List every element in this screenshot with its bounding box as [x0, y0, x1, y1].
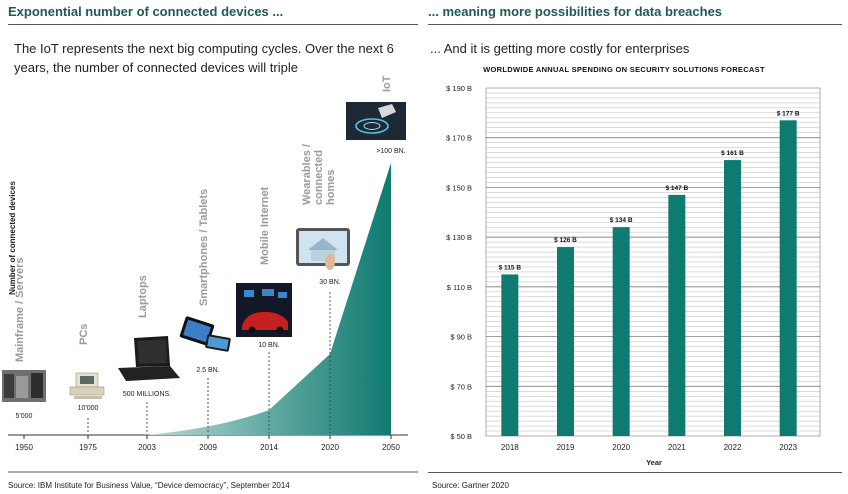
x-tick-label: 1950	[15, 443, 33, 452]
era-name-line: Wearables /	[301, 144, 313, 205]
bar-2021	[668, 194, 686, 436]
x-tick-label: 2020	[321, 443, 339, 452]
y-tick-label: $ 170 B	[446, 134, 472, 143]
right-title-rule	[428, 24, 842, 25]
x-tick-label: 2014	[260, 443, 278, 452]
era-name-line: homes	[325, 170, 337, 205]
y-tick-label: $ 50 B	[450, 432, 472, 441]
era-count-label: 5'000	[16, 413, 33, 420]
x-tick-label: 2023	[779, 443, 797, 452]
bar-2022	[724, 160, 741, 436]
x-axis-label: Year	[646, 458, 662, 467]
era-laptops: 2003 500 MILLIONS. Laptops	[123, 275, 171, 452]
pc-icon	[69, 372, 105, 399]
x-tick-label: 2021	[668, 443, 686, 452]
left-title-rule	[8, 24, 418, 25]
bar-2019	[557, 247, 574, 436]
era-name-label: Mainframe / Servers	[14, 257, 26, 362]
bar-value-label: $ 147 B	[665, 185, 688, 192]
y-tick-label: $ 110 B	[447, 283, 472, 292]
y-tick-label: $ 150 B	[446, 183, 472, 192]
mainframe-photo-icon	[2, 370, 46, 402]
bar-value-label: $ 126 B	[554, 237, 577, 244]
bar-value-label: $ 115 B	[499, 264, 522, 271]
era-count-label: 2.5 BN.	[196, 367, 219, 374]
left-panel-title: Exponential number of connected devices …	[8, 4, 284, 19]
right-panel-title: ... meaning more possibilities for data …	[428, 4, 723, 19]
era-count-label: 10 BN.	[258, 342, 279, 349]
devices-growth-chart: Number of connected devices 1950 5'000 Mai…	[2, 75, 418, 473]
security-spending-chart: WORLDWIDE ANNUAL SPENDING ON SECURITY SO…	[446, 65, 821, 467]
bar-value-label: $ 161 B	[721, 150, 744, 157]
era-pcs: 1975 10'000 PCs	[78, 324, 99, 452]
x-tick-label: 2050	[382, 443, 400, 452]
right-subtitle: ... And it is getting more costly for en…	[430, 41, 690, 56]
era-count-label: 10'000	[78, 405, 99, 412]
smartphone-tablet-icon	[179, 316, 231, 352]
era-count-label: 30 BN.	[319, 279, 340, 286]
x-tick-label: 2003	[138, 443, 156, 452]
era-mobile-internet: 2014 10 BN. Mobile Internet	[258, 186, 279, 452]
right-bottom-rule	[428, 472, 842, 473]
smart-home-tablet-icon	[296, 228, 350, 270]
y-tick-label: $ 70 B	[450, 382, 472, 391]
bar-value-label: $ 134 B	[610, 217, 633, 224]
y-axis-label: Number of connected devices	[8, 181, 17, 295]
left-subtitle: The IoT represents the next big computin…	[14, 41, 394, 75]
left-source: Source: IBM Institute for Business Value…	[8, 481, 290, 490]
era-wearables-connected-homes: 2020 30 BN. Wearables /connectedhomes	[301, 144, 341, 452]
iot-touch-icon	[346, 102, 406, 140]
car-mobile-internet-icon	[236, 283, 292, 337]
x-tick-label: 2019	[557, 443, 575, 452]
x-tick-label: 2009	[199, 443, 217, 452]
laptop-icon	[118, 336, 180, 381]
era-count-label: >100 BN.	[376, 148, 405, 155]
bar-value-label: $ 177 B	[777, 110, 800, 117]
era-name-line: connected	[313, 150, 325, 205]
era-name-label: Mobile Internet	[259, 186, 271, 265]
chart-title: WORLDWIDE ANNUAL SPENDING ON SECURITY SO…	[483, 65, 765, 74]
era-name-label: Smartphones / Tablets	[198, 189, 210, 306]
bar-2020	[612, 227, 630, 436]
era-iot: 2050 >100 BN. IoT	[376, 75, 405, 452]
y-tick-label: $ 190 B	[446, 84, 472, 93]
era-name-label: IoT	[381, 75, 393, 92]
era-mainframe-servers: 1950 5'000 Mainframe / Servers	[14, 257, 33, 452]
era-name-label: Laptops	[137, 275, 149, 318]
x-tick-label: 2018	[501, 443, 519, 452]
era-name-label: Wearables /connectedhomes	[301, 144, 337, 205]
era-count-label: 500 MILLIONS.	[123, 391, 171, 398]
y-tick-label: $ 90 B	[450, 333, 472, 342]
era-smartphones-tablets: 2009 2.5 BN. Smartphones / Tablets	[196, 189, 219, 452]
bar-2018	[501, 274, 519, 436]
growth-area	[80, 163, 391, 435]
x-tick-label: 2022	[724, 443, 742, 452]
x-tick-label: 1975	[79, 443, 97, 452]
era-name-label: PCs	[78, 324, 90, 345]
x-tick-label: 2020	[612, 443, 630, 452]
right-source: Source: Gartner 2020	[432, 481, 509, 490]
y-tick-label: $ 130 B	[446, 233, 472, 242]
bar-2023	[779, 120, 797, 437]
